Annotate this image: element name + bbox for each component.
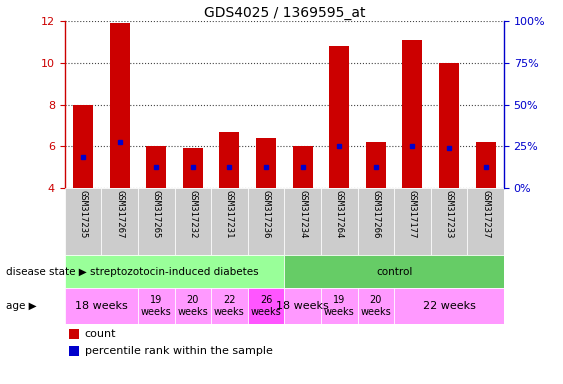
Text: 19
weeks: 19 weeks	[324, 295, 355, 317]
Bar	[321, 288, 358, 324]
Bar	[439, 63, 459, 188]
Bar	[358, 288, 394, 324]
Bar	[284, 255, 504, 288]
Bar	[69, 346, 79, 356]
Bar	[358, 188, 394, 255]
Bar	[65, 188, 101, 255]
Text: count: count	[84, 329, 116, 339]
Bar	[69, 329, 79, 339]
Text: GSM317265: GSM317265	[152, 190, 160, 238]
Bar	[284, 288, 321, 324]
Text: 18 weeks: 18 weeks	[276, 301, 329, 311]
Bar	[110, 23, 129, 188]
Bar	[211, 288, 248, 324]
Bar	[220, 132, 239, 188]
Text: GSM317236: GSM317236	[262, 190, 270, 238]
Text: percentile rank within the sample: percentile rank within the sample	[84, 346, 272, 356]
Text: 22
weeks: 22 weeks	[214, 295, 245, 317]
Bar	[73, 104, 93, 188]
Bar	[211, 188, 248, 255]
Bar	[394, 188, 431, 255]
Text: 26
weeks: 26 weeks	[251, 295, 282, 317]
Text: 18 weeks: 18 weeks	[75, 301, 128, 311]
Bar	[256, 138, 276, 188]
Bar	[284, 188, 321, 255]
Bar	[146, 146, 166, 188]
Bar	[329, 46, 349, 188]
Bar	[476, 142, 495, 188]
Text: age ▶: age ▶	[6, 301, 36, 311]
Bar	[293, 146, 312, 188]
Text: control: control	[376, 266, 412, 277]
Text: GSM317233: GSM317233	[445, 190, 453, 238]
Bar	[248, 288, 284, 324]
Bar	[321, 188, 358, 255]
Text: GSM317237: GSM317237	[481, 190, 490, 238]
Bar	[248, 188, 284, 255]
Text: 20
weeks: 20 weeks	[360, 295, 391, 317]
Bar	[183, 149, 203, 188]
Text: GSM317267: GSM317267	[115, 190, 124, 238]
Text: GSM317234: GSM317234	[298, 190, 307, 238]
Bar	[175, 288, 211, 324]
Text: streptozotocin-induced diabetes: streptozotocin-induced diabetes	[90, 266, 259, 277]
Text: GSM317231: GSM317231	[225, 190, 234, 238]
Title: GDS4025 / 1369595_at: GDS4025 / 1369595_at	[204, 6, 365, 20]
Text: disease state ▶: disease state ▶	[6, 266, 86, 277]
Bar	[431, 188, 467, 255]
Text: GSM317266: GSM317266	[372, 190, 380, 238]
Bar	[101, 188, 138, 255]
Bar	[65, 288, 138, 324]
Bar	[138, 188, 175, 255]
Bar	[403, 40, 422, 188]
Bar	[366, 142, 386, 188]
Text: GSM317232: GSM317232	[189, 190, 197, 238]
Bar	[175, 188, 211, 255]
Bar	[138, 288, 175, 324]
Text: GSM317264: GSM317264	[335, 190, 343, 238]
Text: 22 weeks: 22 weeks	[423, 301, 475, 311]
Text: 19
weeks: 19 weeks	[141, 295, 172, 317]
Bar	[65, 255, 284, 288]
Bar	[394, 288, 504, 324]
Text: GSM317235: GSM317235	[79, 190, 87, 238]
Bar	[467, 188, 504, 255]
Text: 20
weeks: 20 weeks	[177, 295, 208, 317]
Text: GSM317177: GSM317177	[408, 190, 417, 238]
